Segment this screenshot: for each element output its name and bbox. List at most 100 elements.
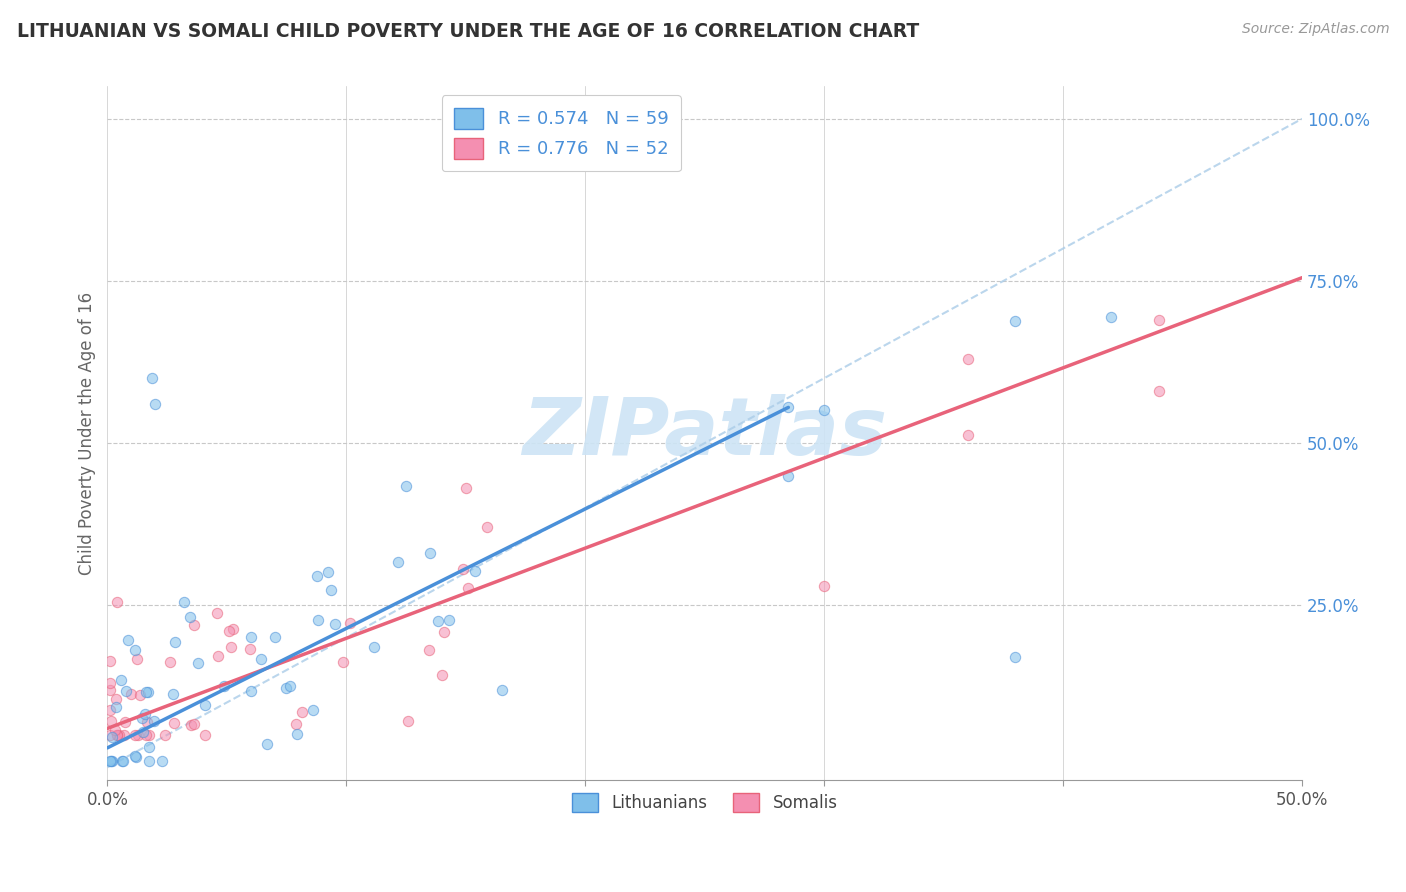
Point <box>307 613 329 627</box>
Point <box>1147 384 1170 399</box>
Text: LITHUANIAN VS SOMALI CHILD POVERTY UNDER THE AGE OF 16 CORRELATION CHART: LITHUANIAN VS SOMALI CHILD POVERTY UNDER… <box>17 22 920 41</box>
Point <box>290 705 312 719</box>
Point <box>194 728 217 742</box>
Point <box>104 700 127 714</box>
Point <box>163 716 186 731</box>
Text: Source: ZipAtlas.com: Source: ZipAtlas.com <box>1241 22 1389 37</box>
Point <box>278 679 301 693</box>
Point <box>419 547 441 561</box>
Point <box>222 623 245 637</box>
Point <box>111 754 134 768</box>
Point <box>285 727 308 741</box>
Point <box>117 633 139 648</box>
Point <box>284 716 307 731</box>
Point <box>433 624 456 639</box>
Point <box>207 606 229 620</box>
Point <box>131 711 153 725</box>
Point <box>125 749 148 764</box>
Point <box>305 569 328 583</box>
Point <box>138 740 160 755</box>
Point <box>98 654 121 668</box>
Point <box>453 562 475 576</box>
Point <box>120 687 142 701</box>
Point <box>194 698 217 712</box>
Point <box>319 582 342 597</box>
Point <box>111 754 134 768</box>
Point <box>128 688 150 702</box>
Y-axis label: Child Poverty Under the Age of 16: Child Poverty Under the Age of 16 <box>79 292 96 574</box>
Point <box>135 728 157 742</box>
Point <box>98 676 121 690</box>
Point <box>127 728 149 742</box>
Point <box>114 714 136 729</box>
Point <box>778 401 800 415</box>
Point <box>179 610 201 624</box>
Point <box>150 754 173 768</box>
Point <box>101 754 124 768</box>
Point <box>430 668 453 682</box>
Point <box>162 687 184 701</box>
Point <box>813 579 835 593</box>
Point <box>98 728 121 742</box>
Point <box>132 725 155 739</box>
Point <box>956 428 979 442</box>
Point <box>395 479 418 493</box>
Point <box>316 566 339 580</box>
Point <box>325 617 347 632</box>
Point <box>183 618 205 632</box>
Point <box>115 684 138 698</box>
Point <box>105 728 128 742</box>
Point <box>187 656 209 670</box>
Point <box>239 630 262 644</box>
Point <box>464 564 486 578</box>
Point <box>475 519 498 533</box>
Point <box>396 714 419 729</box>
Point <box>108 728 131 742</box>
Point <box>165 635 187 649</box>
Point <box>124 643 146 657</box>
Point <box>135 684 157 698</box>
Point <box>141 371 163 385</box>
Point <box>249 652 271 666</box>
Text: ZIPatlas: ZIPatlas <box>522 394 887 473</box>
Point <box>207 649 229 664</box>
Point <box>437 613 460 627</box>
Point <box>219 640 242 655</box>
Point <box>183 717 205 731</box>
Point <box>427 615 450 629</box>
Point <box>239 684 262 698</box>
Point <box>276 681 298 696</box>
Point <box>1147 313 1170 327</box>
Point <box>138 728 160 742</box>
Point <box>339 615 361 630</box>
Point <box>778 469 800 483</box>
Point <box>1004 314 1026 328</box>
Point <box>105 728 128 742</box>
Point <box>363 640 385 654</box>
Point <box>100 714 122 728</box>
Point <box>239 642 262 657</box>
Point <box>104 723 127 737</box>
Point <box>138 754 160 768</box>
Point <box>124 748 146 763</box>
Point <box>142 714 165 728</box>
Point <box>491 683 513 698</box>
Point <box>302 703 325 717</box>
Point <box>180 717 202 731</box>
Point <box>124 728 146 742</box>
Point <box>956 351 979 366</box>
Point <box>110 673 132 688</box>
Point <box>1004 650 1026 665</box>
Point <box>100 754 122 768</box>
Point <box>264 631 287 645</box>
Point <box>332 655 354 669</box>
Point <box>813 402 835 417</box>
Point <box>136 685 159 699</box>
Point <box>153 728 176 742</box>
Point <box>112 728 135 742</box>
Point <box>98 754 121 768</box>
Point <box>98 703 121 717</box>
Point <box>159 655 181 669</box>
Point <box>212 679 235 693</box>
Point <box>125 652 148 666</box>
